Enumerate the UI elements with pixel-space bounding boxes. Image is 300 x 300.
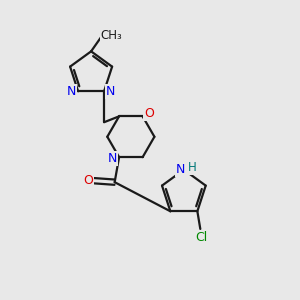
Text: Cl: Cl (196, 231, 208, 244)
Text: N: N (108, 152, 117, 165)
Text: N: N (106, 85, 115, 98)
Text: O: O (83, 174, 93, 187)
Text: O: O (144, 107, 154, 121)
Text: CH₃: CH₃ (101, 29, 123, 42)
Text: N: N (176, 163, 186, 176)
Text: H: H (188, 161, 197, 174)
Text: N: N (67, 85, 76, 98)
